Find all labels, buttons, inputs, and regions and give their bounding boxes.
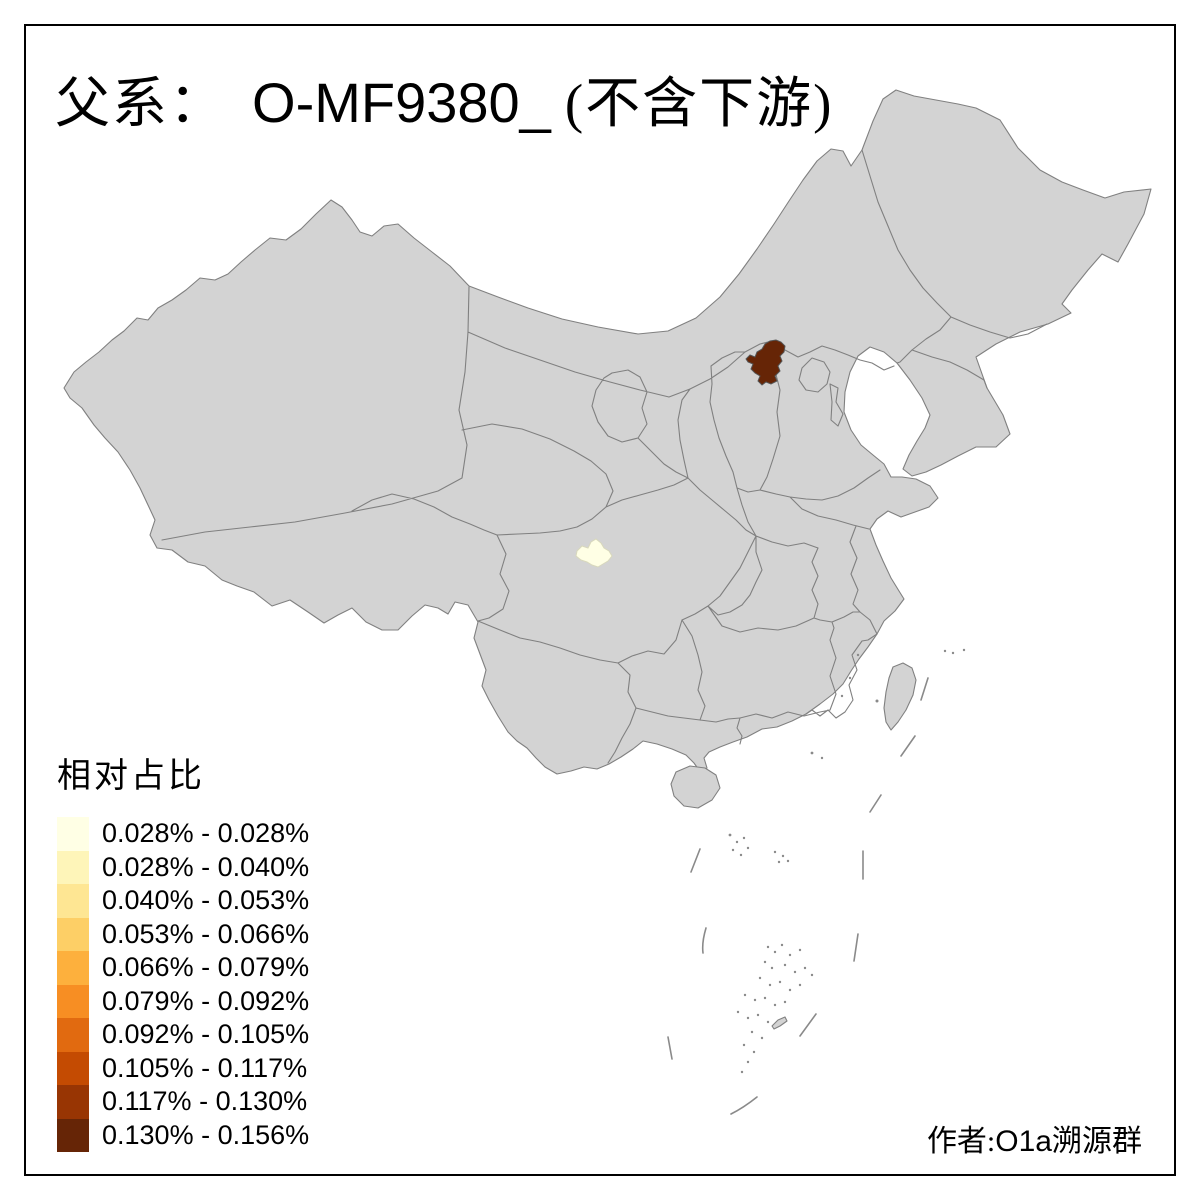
legend-rows: 0.028% - 0.028% 0.028% - 0.040% 0.040% -… — [57, 817, 309, 1152]
author-prefix: 作者: — [926, 1125, 996, 1158]
legend-range-label: 0.092% - 0.105% — [102, 1019, 310, 1049]
legend-row: 0.028% - 0.040% — [57, 850, 310, 884]
hainan-island — [670, 765, 721, 809]
legend-range-label: 0.066% - 0.079% — [102, 952, 310, 982]
legend-color-swatch — [57, 1018, 89, 1052]
legend-row: 0.040% - 0.053% — [57, 884, 309, 918]
legend-color-swatch — [57, 917, 89, 951]
highlighted-region-pale — [575, 538, 613, 568]
map-title-prefix: 父系： — [55, 73, 227, 134]
map-title-haplogroup-code: O-MF9380_ — [252, 71, 551, 134]
nine-dash-line-segments — [667, 677, 929, 1115]
legend-title: 相对占比 — [57, 758, 205, 795]
author-suffix: 溯源群 — [1052, 1125, 1142, 1158]
map-title: 父系： O-MF9380_ (不含下游) — [55, 58, 833, 138]
legend-color-swatch — [57, 817, 89, 851]
legend-row: 0.053% - 0.066% — [57, 917, 310, 951]
legend-color-swatch — [57, 850, 89, 884]
legend-range-label: 0.040% - 0.053% — [102, 885, 310, 915]
legend-row: 0.117% - 0.130% — [57, 1085, 309, 1119]
legend-color-swatch — [57, 984, 89, 1018]
legend-row: 0.130% - 0.156% — [57, 1118, 310, 1152]
highlighted-region-dark — [745, 339, 786, 386]
legend-row: 0.092% - 0.105% — [57, 1018, 309, 1052]
legend-range-label: 0.028% - 0.040% — [102, 851, 310, 882]
legend-row: 0.079% - 0.092% — [57, 984, 310, 1018]
legend-range-label: 0.028% - 0.028% — [102, 818, 310, 848]
legend-color-swatch — [57, 951, 89, 985]
small-islands — [728, 648, 966, 1074]
legend-row: 0.105% - 0.117% — [57, 1051, 309, 1085]
legend-row: 0.066% - 0.079% — [57, 951, 309, 985]
author-credit: 作者:O1a溯源群 — [927, 1116, 1142, 1160]
legend-range-label: 0.079% - 0.092% — [102, 985, 310, 1016]
map-title-suffix: (不含下游) — [564, 73, 834, 134]
legend-row: 0.028% - 0.028% — [57, 817, 309, 851]
author-latin: O1a — [995, 1125, 1052, 1158]
legend: 相对占比 0.028% - 0.028% 0.028% - 0.040% 0.0… — [57, 748, 309, 1152]
legend-range-label: 0.105% - 0.117% — [102, 1052, 308, 1083]
legend-color-swatch — [57, 1085, 89, 1119]
province-borders — [161, 149, 1048, 764]
china-mainland-shape — [63, 89, 1152, 775]
legend-range-label: 0.053% - 0.066% — [102, 918, 310, 949]
legend-range-label: 0.117% - 0.130% — [102, 1086, 308, 1116]
itu-aba-island — [771, 1016, 788, 1030]
legend-color-swatch — [57, 1051, 89, 1085]
taiwan-island — [883, 662, 917, 731]
legend-range-label: 0.130% - 0.156% — [102, 1119, 310, 1150]
legend-color-swatch — [57, 1118, 89, 1152]
legend-color-swatch — [57, 884, 89, 918]
